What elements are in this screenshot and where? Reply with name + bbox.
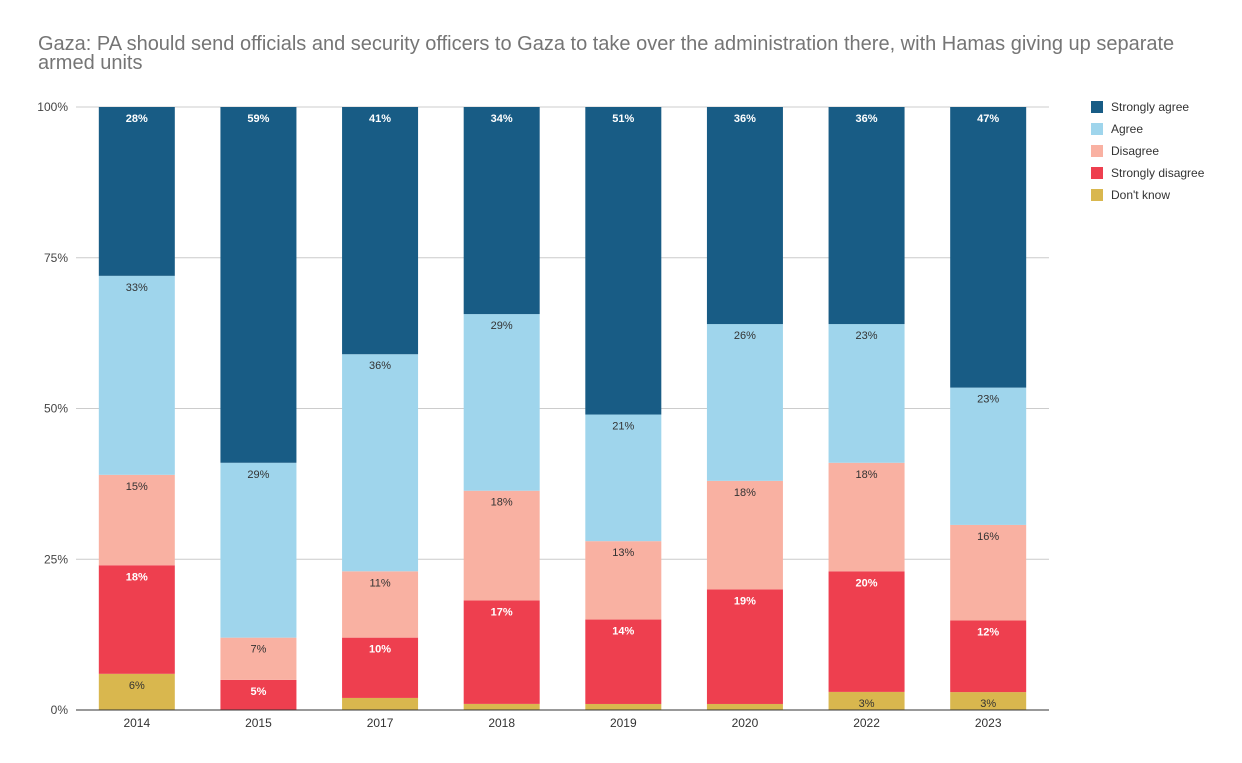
bar-segment [950,620,1027,693]
legend-swatch [1091,101,1103,113]
y-tick-label: 25% [44,552,68,566]
data-label: 18% [126,571,148,583]
legend-swatch [1091,189,1103,201]
data-label: 23% [856,330,878,342]
data-label: 21% [612,421,634,433]
data-label: 23% [977,394,999,406]
data-label: 29% [491,320,513,332]
bar-segment [828,691,905,710]
bar-segment [220,107,297,463]
data-label: 14% [612,626,634,638]
x-tick-label: 2018 [488,716,515,730]
x-tick-label: 2014 [123,716,150,730]
bar-segment [463,314,540,491]
bar-segment [706,480,783,590]
bar-segment [342,697,419,710]
data-label: 16% [977,531,999,543]
bar-segment [220,679,297,710]
data-label: 34% [491,113,513,125]
bar-segment [220,462,297,638]
bar-segment [342,571,419,638]
bar-segment [706,703,783,710]
bar-segment [98,565,175,674]
chart-title: Gaza: PA should send officials and secur… [38,33,1175,74]
bar-segment [950,107,1027,388]
bar-segment [706,324,783,481]
bar-segment [950,524,1027,621]
x-tick-label: 2019 [610,716,637,730]
data-label: 7% [250,644,266,656]
data-label: 5% [250,686,266,698]
bar-segment [828,571,905,692]
bar-segment [98,673,175,710]
bar-segment [706,589,783,704]
bar-segment [98,107,175,276]
legend-swatch [1091,167,1103,179]
bar-segment [463,107,540,315]
data-label: 33% [126,282,148,294]
x-tick-label: 2023 [975,716,1002,730]
legend-label: Agree [1111,122,1143,136]
data-label: 26% [734,330,756,342]
legend-swatch [1091,145,1103,157]
x-tick-label: 2017 [367,716,394,730]
data-label: 19% [734,595,756,607]
data-label: 15% [126,481,148,493]
bar-segment [342,354,419,572]
y-tick-label: 75% [44,251,68,265]
bar-segment [342,637,419,698]
bar-segment [950,387,1027,525]
data-label: 11% [369,577,390,589]
data-label: 10% [369,644,391,656]
bar-segment [342,107,419,355]
data-label: 36% [856,113,878,125]
data-label: 18% [734,487,756,499]
legend-swatch [1091,123,1103,135]
bar-segment [98,474,175,566]
bar-segment [828,324,905,463]
data-label: 29% [247,469,269,481]
legend-label: Disagree [1111,144,1159,158]
bar-segment [828,107,905,325]
bar-segment [585,619,662,704]
bar-segment [585,414,662,542]
data-label: 51% [612,113,634,125]
x-tick-label: 2015 [245,716,272,730]
data-label: 3% [859,698,875,710]
data-label: 13% [612,547,634,559]
y-tick-label: 0% [51,703,69,717]
legend-label: Don't know [1111,188,1170,202]
bar-segment [585,107,662,415]
data-label: 17% [491,606,513,618]
bar-segment [98,275,175,475]
data-label: 6% [129,680,145,692]
data-label: 47% [977,113,999,125]
bar-segment [585,703,662,710]
x-tick-label: 2022 [853,716,880,730]
bar-segment [706,107,783,325]
data-label: 20% [856,577,878,589]
y-tick-label: 100% [37,100,68,114]
x-tick-label: 2020 [732,716,759,730]
data-label: 36% [734,113,756,125]
data-label: 36% [369,360,391,372]
bar-segment [828,462,905,572]
legend-label: Strongly agree [1111,100,1189,114]
data-label: 18% [856,469,878,481]
data-label: 3% [980,698,996,710]
bar-segment [463,600,540,704]
bar-segment [463,490,540,601]
bar-segment [950,692,1027,710]
data-label: 59% [247,113,269,125]
data-label: 18% [491,497,513,509]
bar-segment [463,703,540,710]
y-tick-label: 50% [44,402,68,416]
data-label: 41% [369,113,391,125]
bar-segment [585,541,662,620]
bar-segment [220,637,297,680]
data-label: 12% [977,626,999,638]
legend-label: Strongly disagree [1111,166,1205,180]
data-label: 28% [126,113,148,125]
